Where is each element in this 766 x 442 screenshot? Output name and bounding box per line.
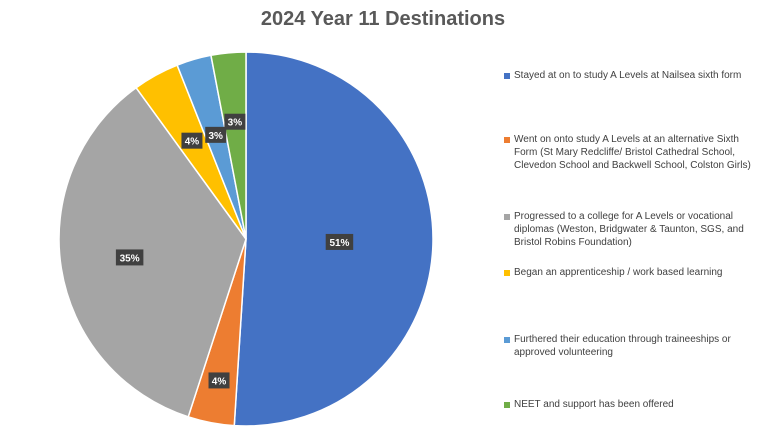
svg-text:4%: 4%: [185, 137, 200, 148]
legend-label: Stayed at on to study A Levels at Nailse…: [514, 70, 742, 81]
legend-swatch: [504, 214, 510, 220]
legend-label: Began an apprenticeship / work based lea…: [514, 267, 723, 278]
legend-item-college: Progressed to a college for A Levels or …: [504, 210, 756, 249]
label-stayed-nailsea: 51%: [325, 233, 354, 250]
svg-text:3%: 3%: [209, 131, 224, 142]
label-alternative-sixth-form: 4%: [208, 372, 230, 389]
label-apprenticeship: 4%: [181, 132, 203, 149]
legend-swatch: [504, 402, 510, 408]
svg-text:3%: 3%: [228, 118, 243, 129]
legend-swatch: [504, 73, 510, 79]
legend-item-traineeships: Furthered their education through traine…: [504, 333, 756, 359]
legend-item-apprenticeship: Began an apprenticeship / work based lea…: [504, 266, 756, 279]
legend-item-neet: NEET and support has been offered: [504, 398, 756, 411]
label-college: 35%: [115, 249, 144, 266]
svg-text:4%: 4%: [212, 376, 227, 387]
legend-label: NEET and support has been offered: [514, 399, 674, 410]
legend-item-stayed-nailsea: Stayed at on to study A Levels at Nailse…: [504, 69, 756, 82]
legend-label: Furthered their education through traine…: [514, 334, 731, 358]
slice-college: [58, 86, 247, 418]
svg-text:51%: 51%: [329, 238, 349, 249]
legend-swatch: [504, 137, 510, 143]
legend: Stayed at on to study A Levels at Nailse…: [504, 60, 756, 420]
label-neet: 3%: [224, 113, 246, 130]
label-traineeships: 3%: [205, 126, 227, 143]
legend-swatch: [504, 337, 510, 343]
chart-title: 2024 Year 11 Destinations: [260, 8, 506, 30]
legend-swatch: [504, 270, 510, 276]
legend-label: Went on onto study A Levels at an altern…: [514, 134, 751, 171]
legend-item-alternative-sixth-form: Went on onto study A Levels at an altern…: [504, 133, 756, 172]
legend-label: Progressed to a college for A Levels or …: [514, 211, 744, 248]
slice-neet: [210, 51, 247, 240]
svg-text:35%: 35%: [120, 253, 140, 264]
